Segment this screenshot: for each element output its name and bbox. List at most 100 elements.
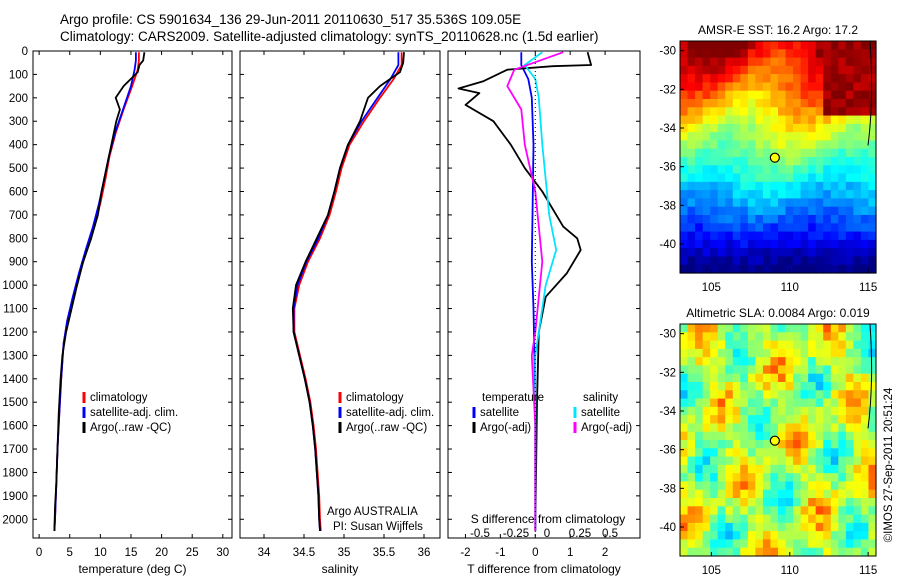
sst_map-heatmap-cell <box>845 256 854 266</box>
sst_map-heatmap-cell <box>755 223 764 233</box>
sla_map-heatmap-cell <box>695 324 704 333</box>
sst_map-heatmap-cell <box>762 132 772 142</box>
sla_map-heatmap-cell <box>762 456 772 466</box>
sla_map-heatmap-cell <box>785 539 794 549</box>
sst_map-heatmap-cell <box>695 57 704 67</box>
sla_map-heatmap-cell <box>845 531 854 541</box>
salinity-xtick-label: 36 <box>418 547 431 559</box>
sst_map-heatmap-cell <box>740 231 749 241</box>
sla_map-heatmap-cell <box>830 506 839 516</box>
sla_map-heatmap-cell <box>845 382 854 391</box>
sst_map-heatmap-cell <box>808 99 817 108</box>
sla_map-heatmap-cell <box>845 481 854 491</box>
sst_map-heatmap-cell <box>762 107 772 117</box>
sla_map-heatmap-cell <box>755 481 764 491</box>
sst_map-heatmap-cell <box>800 82 809 92</box>
sst_map-heatmap-cell <box>808 256 817 266</box>
sst_map-heatmap-cell <box>762 123 772 133</box>
salinity-xtick-label: 35 <box>338 547 351 559</box>
sla_map-heatmap-cell <box>830 423 839 433</box>
sst_map-heatmap-cell <box>702 206 711 216</box>
sla_map-heatmap-cell <box>702 398 711 408</box>
sla_map-heatmap-cell <box>830 473 839 483</box>
sst_map-heatmap-cell <box>732 132 741 142</box>
sla_map-heatmap-cell <box>853 431 862 441</box>
sst_map-heatmap-cell <box>853 264 862 274</box>
sst_map-heatmap-cell <box>747 90 756 100</box>
sst_map-heatmap-cell <box>845 223 854 233</box>
sst_map-heatmap-cell <box>778 256 787 266</box>
sst_map-heatmap-cell <box>702 264 711 274</box>
sla_map-ytick-label: -40 <box>659 522 676 534</box>
sst_map-heatmap-cell <box>838 256 847 266</box>
sla_map-heatmap-cell <box>725 332 734 342</box>
sst_map-heatmap-cell <box>793 140 802 150</box>
sst_map-heatmap-cell <box>838 181 847 191</box>
sst_map-heatmap-cell <box>702 190 711 200</box>
sst_map-heatmap-cell <box>710 140 719 150</box>
sst_map-heatmap-cell <box>732 264 741 274</box>
sst_map-heatmap-cell <box>755 157 764 166</box>
sla_map-heatmap-cell <box>732 489 741 499</box>
sla_map-heatmap-cell <box>755 448 764 458</box>
sla_map-heatmap-cell <box>793 464 802 474</box>
sla_map-heatmap-cell <box>680 539 689 549</box>
sla_map-heatmap-cell <box>725 340 734 350</box>
sst_map-heatmap-cell <box>778 82 787 92</box>
sla_map-heatmap-cell <box>687 522 696 532</box>
sla_map-heatmap-cell <box>755 547 764 557</box>
sst_map-heatmap-cells <box>680 41 877 274</box>
sst_map-heatmap-cell <box>838 223 847 233</box>
sst_map-heatmap-cell <box>830 165 839 175</box>
sst_map-heatmap-cell <box>732 41 741 50</box>
sst_map-heatmap-cell <box>815 215 824 224</box>
sst_map-heatmap-cell <box>695 148 704 158</box>
sla_map-heatmap-cell <box>778 531 787 541</box>
sla_map-heatmap-cell <box>687 373 696 383</box>
sla_map-heatmap-cell <box>747 348 756 358</box>
sla_map-heatmap-cell <box>680 390 689 400</box>
sla_map-heatmap-cell <box>808 348 817 358</box>
sst_map-heatmap-cell <box>680 198 689 208</box>
sla_map-heatmap-cell <box>785 473 794 483</box>
sst_map-heatmap-cell <box>838 65 847 75</box>
sst_map-heatmap-cell <box>785 115 794 125</box>
sla_map-heatmap-cell <box>860 390 870 400</box>
sla_map-heatmap-cell <box>800 514 809 524</box>
sst_map-heatmap-cell <box>853 74 862 84</box>
sst_map-heatmap-cell <box>762 74 772 84</box>
sst_map-heatmap-cell <box>815 107 824 117</box>
sla_map-heatmap-cell <box>680 531 689 541</box>
sla_map-heatmap-cell <box>785 489 794 499</box>
sla_map-heatmap-cell <box>785 382 794 391</box>
sst_map-heatmap-cell <box>800 57 809 67</box>
sla_map-heatmap-cell <box>823 489 832 499</box>
sst_map-heatmap-cell <box>725 248 734 258</box>
sst_map-heatmap-cell <box>702 198 711 208</box>
sst_map-heatmap-cell <box>815 90 824 100</box>
sla_map-heatmap-cell <box>793 522 802 532</box>
sst_map-heatmap-cell <box>740 173 749 183</box>
sst_map-heatmap-cell <box>732 206 741 216</box>
sst_map-heatmap-cell <box>687 82 696 92</box>
sla_map-heatmap-cell <box>868 514 877 524</box>
sla_map-heatmap-cell <box>770 464 779 474</box>
sla_map-heatmap-cell <box>853 547 862 557</box>
sla_map-heatmap-cell <box>702 539 711 549</box>
sst_map-heatmap-cell <box>845 123 854 133</box>
sla_map-heatmap-cell <box>717 415 726 425</box>
sst_map-heatmap-cell <box>762 256 772 266</box>
sst_map-xtick-label: 105 <box>702 282 721 294</box>
sst_map-heatmap-cell <box>680 264 689 274</box>
sst_map-heatmap-cell <box>868 90 877 100</box>
sla_map-heatmap-cell <box>845 539 854 549</box>
sst_map-heatmap-cell <box>762 99 772 108</box>
sla_map-heatmap-cell <box>762 324 772 333</box>
sla_map-heatmap-cell <box>702 340 711 350</box>
sst_map-heatmap-cell <box>830 140 839 150</box>
sla_map-heatmap-cell <box>778 398 787 408</box>
sst_map-heatmap-cell <box>687 264 696 274</box>
sst_map-heatmap-cell <box>853 41 862 50</box>
sla_map-heatmap-cell <box>710 531 719 541</box>
temperature-xtick-label: 10 <box>94 547 107 559</box>
